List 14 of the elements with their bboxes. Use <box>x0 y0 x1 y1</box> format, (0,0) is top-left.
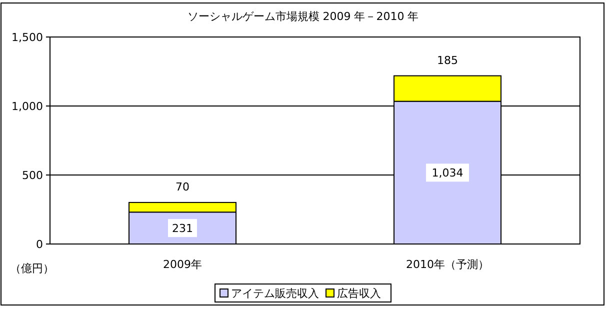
x-tick-label: 2009年 <box>163 258 202 271</box>
chart-title: ソーシャルゲーム市場規模 2009 年－2010 年 <box>187 10 419 23</box>
y-axis-title: （億円） <box>10 262 54 275</box>
y-tick-label: 500 <box>22 169 43 182</box>
data-label: 185 <box>437 54 458 67</box>
legend-label: 広告収入 <box>337 287 381 300</box>
data-label: 231 <box>172 222 193 236</box>
data-label: 1,034 <box>432 166 464 180</box>
y-tick-label: 0 <box>36 238 43 251</box>
y-tick-label: 1,000 <box>12 100 43 113</box>
y-tick-label: 1,500 <box>12 31 43 44</box>
data-label: 70 <box>176 180 190 194</box>
legend-label: アイテム販売収入 <box>231 287 319 300</box>
x-tick-label: 2010年（予測） <box>406 258 489 271</box>
